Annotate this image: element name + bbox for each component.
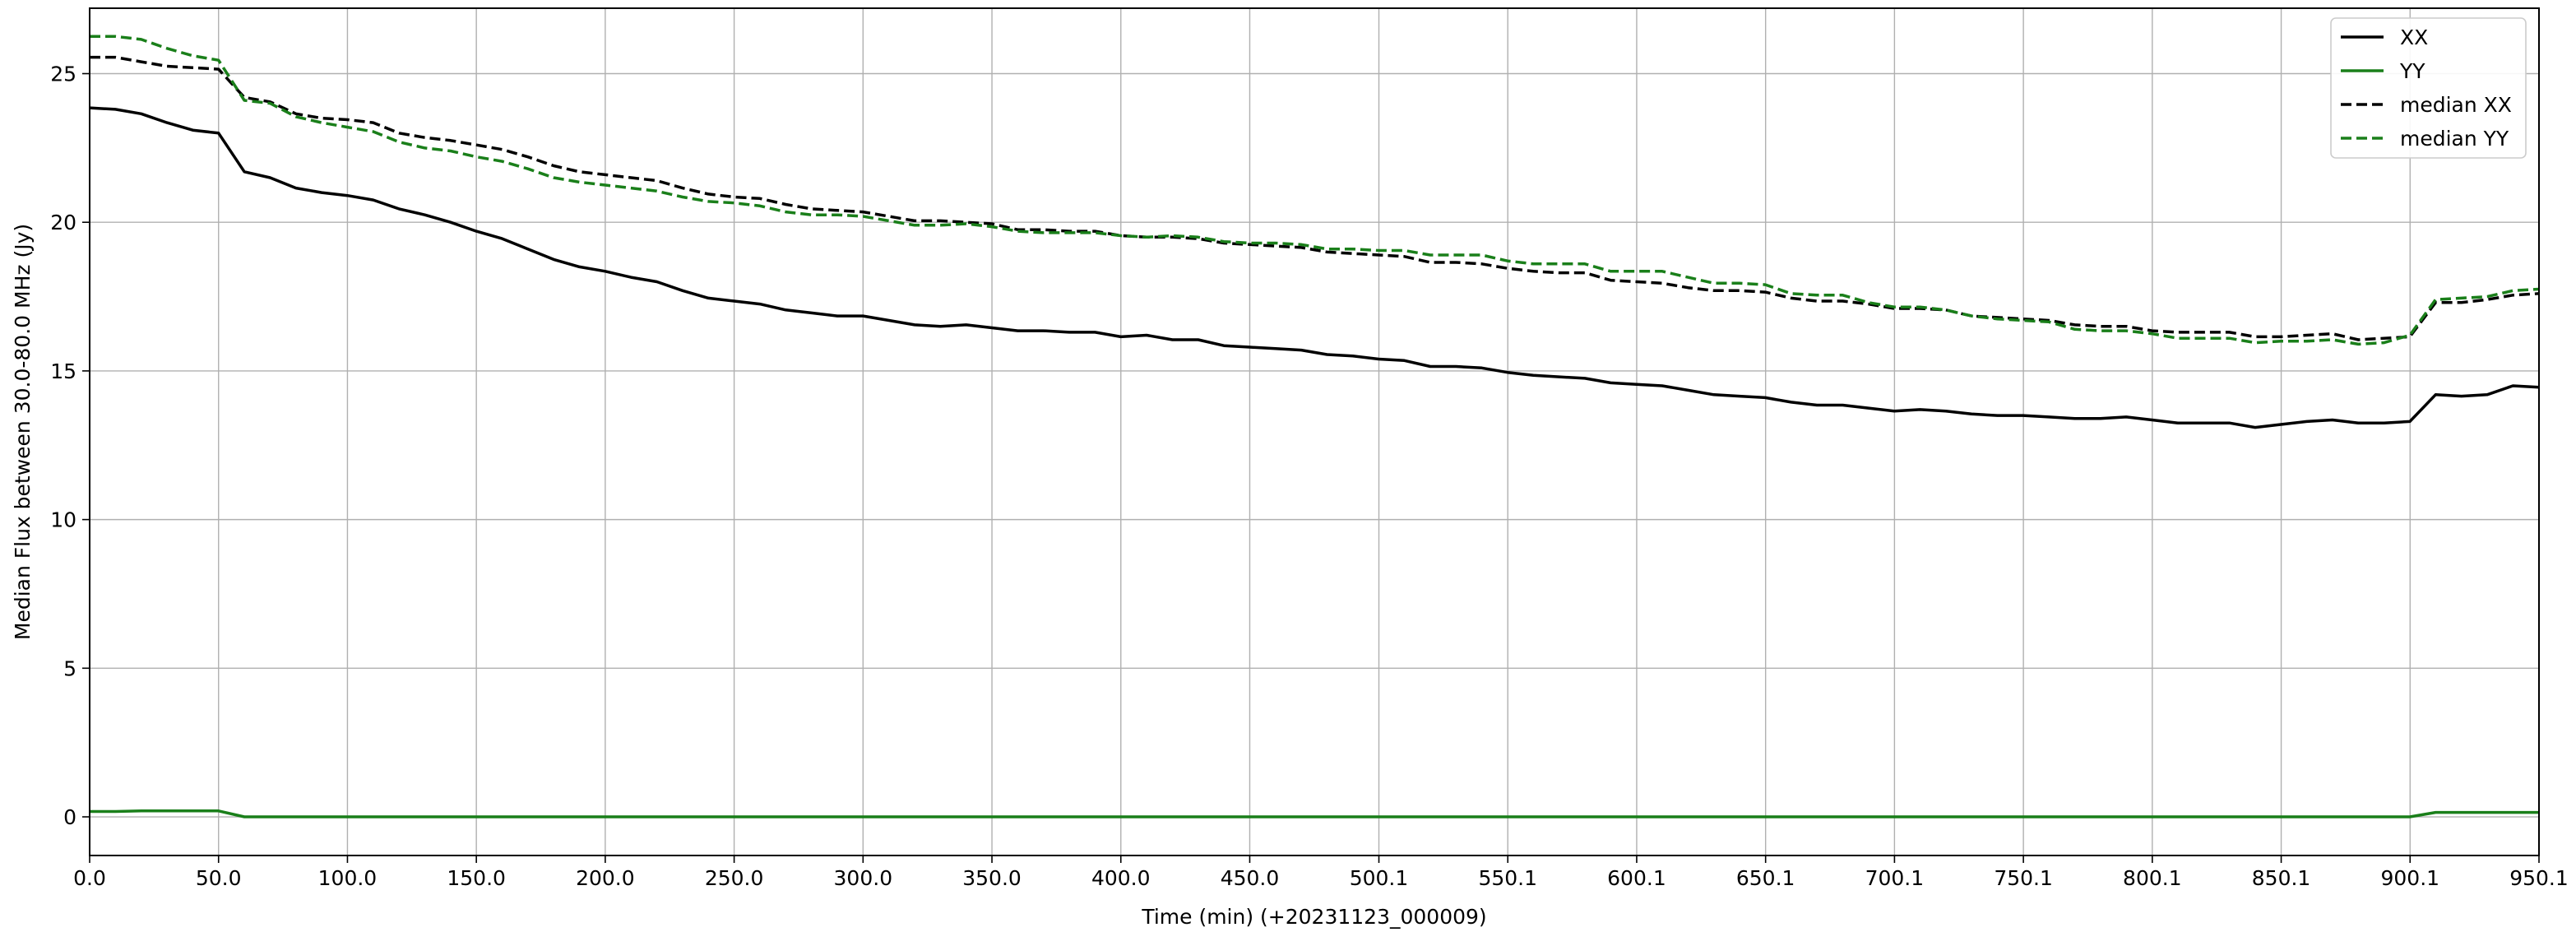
x-tick-label: 50.0 — [196, 866, 242, 890]
legend-label: XX — [2400, 26, 2428, 49]
y-tick-label: 0 — [63, 805, 76, 829]
grid-lines — [89, 8, 2540, 855]
x-tick-label: 900.1 — [2380, 866, 2439, 890]
x-tick-label: 400.0 — [1091, 866, 1151, 890]
x-tick-label: 800.1 — [2123, 866, 2182, 890]
y-axis-label: Median Flux between 30.0-80.0 MHz (Jy) — [11, 224, 35, 640]
x-tick-label: 350.0 — [962, 866, 1022, 890]
y-tick-label: 25 — [50, 63, 76, 86]
x-tick-label: 950.1 — [2509, 866, 2569, 890]
x-tick-label: 700.1 — [1865, 866, 1925, 890]
series-line-median-yy — [90, 35, 2539, 346]
legend-label: median XX — [2400, 93, 2512, 117]
legend-box — [2330, 17, 2527, 159]
plot-area-frame — [89, 7, 2540, 856]
y-tick-label: 10 — [50, 508, 76, 532]
x-axis-label: Time (min) (+20231123_000009) — [1141, 905, 1486, 929]
x-tick-label: 200.0 — [576, 866, 635, 890]
legend-label: YY — [2399, 59, 2425, 83]
x-tick-label: 250.0 — [705, 866, 764, 890]
x-axis: 0.0 50.0 100.0 150.0 200.0 250.0 300.0 350.0 400… — [73, 855, 2569, 890]
x-tick-label: 0.0 — [73, 866, 106, 890]
series-lines — [89, 35, 2539, 818]
series-line-median-xx — [90, 55, 2539, 341]
x-tick-label: 550.1 — [1478, 866, 1537, 890]
legend: XX YY median XX median YY — [2330, 17, 2527, 159]
x-tick-label: 600.1 — [1607, 866, 1666, 890]
x-tick-label: 650.1 — [1736, 866, 1795, 890]
y-axis: 0 5 10 15 20 25 — [50, 63, 90, 829]
x-tick-label: 450.0 — [1221, 866, 1280, 890]
x-tick-label: 500.1 — [1350, 866, 1409, 890]
x-tick-label: 150.0 — [447, 866, 506, 890]
x-tick-label: 850.1 — [2252, 866, 2311, 890]
legend-label: median YY — [2400, 127, 2509, 151]
y-tick-label: 5 — [63, 656, 76, 680]
series-line-xx — [89, 106, 2539, 429]
x-tick-label: 750.1 — [1994, 866, 2053, 890]
x-tick-label: 300.0 — [834, 866, 893, 890]
y-tick-label: 20 — [50, 211, 76, 234]
y-tick-label: 15 — [50, 359, 76, 383]
series-line-yy — [90, 809, 2539, 818]
x-tick-label: 100.0 — [318, 866, 378, 890]
